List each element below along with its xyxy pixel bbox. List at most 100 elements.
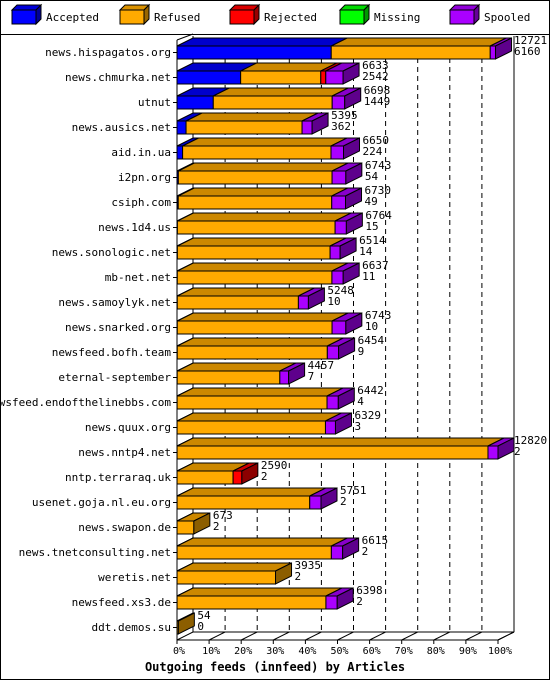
bar-top-refused	[177, 212, 352, 222]
value-accepted: 6160	[514, 45, 541, 58]
bar-row	[176, 62, 360, 85]
value-accepted: 362	[331, 120, 351, 133]
bar-row	[176, 462, 259, 485]
bar-side-spooled	[334, 412, 352, 435]
bar-row	[176, 387, 355, 410]
bar-segment-refused	[176, 495, 311, 510]
category-label: aid.in.ua	[111, 146, 171, 159]
bar-top-refused	[331, 37, 507, 47]
bar-segment-refused	[177, 170, 333, 185]
value-total: 5248	[327, 284, 354, 297]
value-total: 6743	[365, 309, 392, 322]
bar-side-spooled	[338, 337, 356, 360]
bar-row	[176, 87, 362, 110]
bar-row	[176, 362, 306, 385]
value-total: 6615	[362, 534, 389, 547]
bar-segment-accepted	[176, 120, 187, 135]
bar-side-spooled	[320, 487, 338, 510]
bar-segment-spooled	[487, 445, 499, 460]
legend-label-refused: Refused	[154, 11, 200, 24]
value-total: 6398	[356, 584, 383, 597]
bar-segment-refused	[176, 445, 489, 460]
floor-tick-line	[465, 631, 483, 641]
bar-segment-spooled	[489, 45, 497, 60]
value-accepted: 2	[261, 470, 268, 483]
bar-row	[176, 312, 363, 335]
category-label: news.quux.org	[85, 421, 171, 434]
value-accepted: 10	[365, 320, 378, 333]
value-total: 4457	[308, 359, 335, 372]
value-total: 2590	[261, 459, 288, 472]
bar-top-refused	[176, 387, 344, 397]
legend-swatch-accepted	[11, 9, 37, 25]
value-accepted: 2	[362, 545, 369, 558]
bar-side-spooled	[336, 587, 354, 610]
category-label: nntp.terraraq.uk	[65, 471, 171, 484]
legend-label-accepted: Accepted	[46, 11, 99, 24]
category-label: weretis.net	[98, 571, 171, 584]
floor-tick-line	[369, 631, 386, 641]
bar-side-spooled	[345, 312, 363, 335]
bar-segment-spooled	[331, 170, 347, 185]
floor-tick-line	[401, 631, 418, 641]
category-label: eternal-september	[58, 371, 171, 384]
x-tick-label: 100%	[488, 646, 512, 657]
floor-tick-line	[176, 631, 194, 641]
value-accepted: 3	[354, 420, 361, 433]
value-total: 6764	[365, 209, 392, 222]
value-total: 6650	[363, 134, 390, 147]
value-total: 673	[213, 509, 233, 522]
bar-row	[176, 287, 325, 310]
bar-segment-spooled	[325, 70, 344, 85]
legend-label-rejected: Rejected	[264, 11, 317, 24]
bar-top-refused	[177, 312, 349, 322]
bar-segment-spooled	[331, 320, 347, 335]
floor-tick-line	[273, 631, 290, 641]
value-accepted: 224	[363, 145, 383, 158]
bar-top-refused	[177, 237, 347, 247]
category-label: usenet.goja.nl.eu.org	[32, 496, 171, 509]
value-total: 12820	[514, 434, 547, 447]
value-total: 6329	[354, 409, 381, 422]
bar-segment-spooled	[331, 95, 346, 110]
bar-segment-spooled	[279, 370, 290, 385]
bar-top-refused	[185, 112, 319, 122]
bar-segment-spooled	[331, 195, 347, 210]
bar-segment-refused	[176, 395, 328, 410]
category-label: news.hispagatos.org	[45, 46, 171, 59]
legend: Accepted Refused Rejected Missing Spooled	[10, 3, 530, 26]
value-accepted: 2	[213, 520, 220, 533]
bar-side-spooled	[288, 362, 306, 385]
value-accepted: 4	[357, 395, 364, 408]
bar-segment-spooled	[325, 595, 338, 610]
value-total: 6730	[365, 184, 392, 197]
legend-swatch-spooled	[449, 9, 475, 25]
category-label: i2pn.org	[118, 171, 171, 184]
category-label: news.snarked.org	[65, 321, 171, 334]
value-total: 6743	[365, 159, 392, 172]
bar-side-spooled	[342, 537, 360, 560]
value-accepted: 2	[514, 445, 521, 458]
bar-segment-spooled	[309, 495, 322, 510]
bar-row	[176, 162, 363, 185]
value-accepted: 2542	[362, 70, 389, 83]
bar-row	[176, 337, 356, 360]
value-accepted: 1449	[364, 95, 391, 108]
bar-side-rejected	[241, 462, 259, 485]
x-tick-label: 20%	[234, 646, 252, 657]
category-label: news.tnetconsulting.net	[19, 546, 171, 559]
category-label: news.1d4.us	[98, 221, 171, 234]
bar-row	[176, 587, 354, 610]
value-accepted: 9	[358, 345, 365, 358]
category-label: newsfeed.xs3.de	[72, 596, 171, 609]
x-tick-label: 0%	[173, 646, 185, 657]
value-total: 5751	[340, 484, 367, 497]
legend-swatch-refused	[119, 9, 145, 25]
category-label: newsfeed.endofthelinebbs.com	[0, 396, 171, 409]
bar-side-spooled	[497, 437, 515, 460]
bar-segment-refused	[182, 145, 332, 160]
bar-row	[176, 212, 363, 235]
y-axis-depth	[176, 33, 194, 41]
